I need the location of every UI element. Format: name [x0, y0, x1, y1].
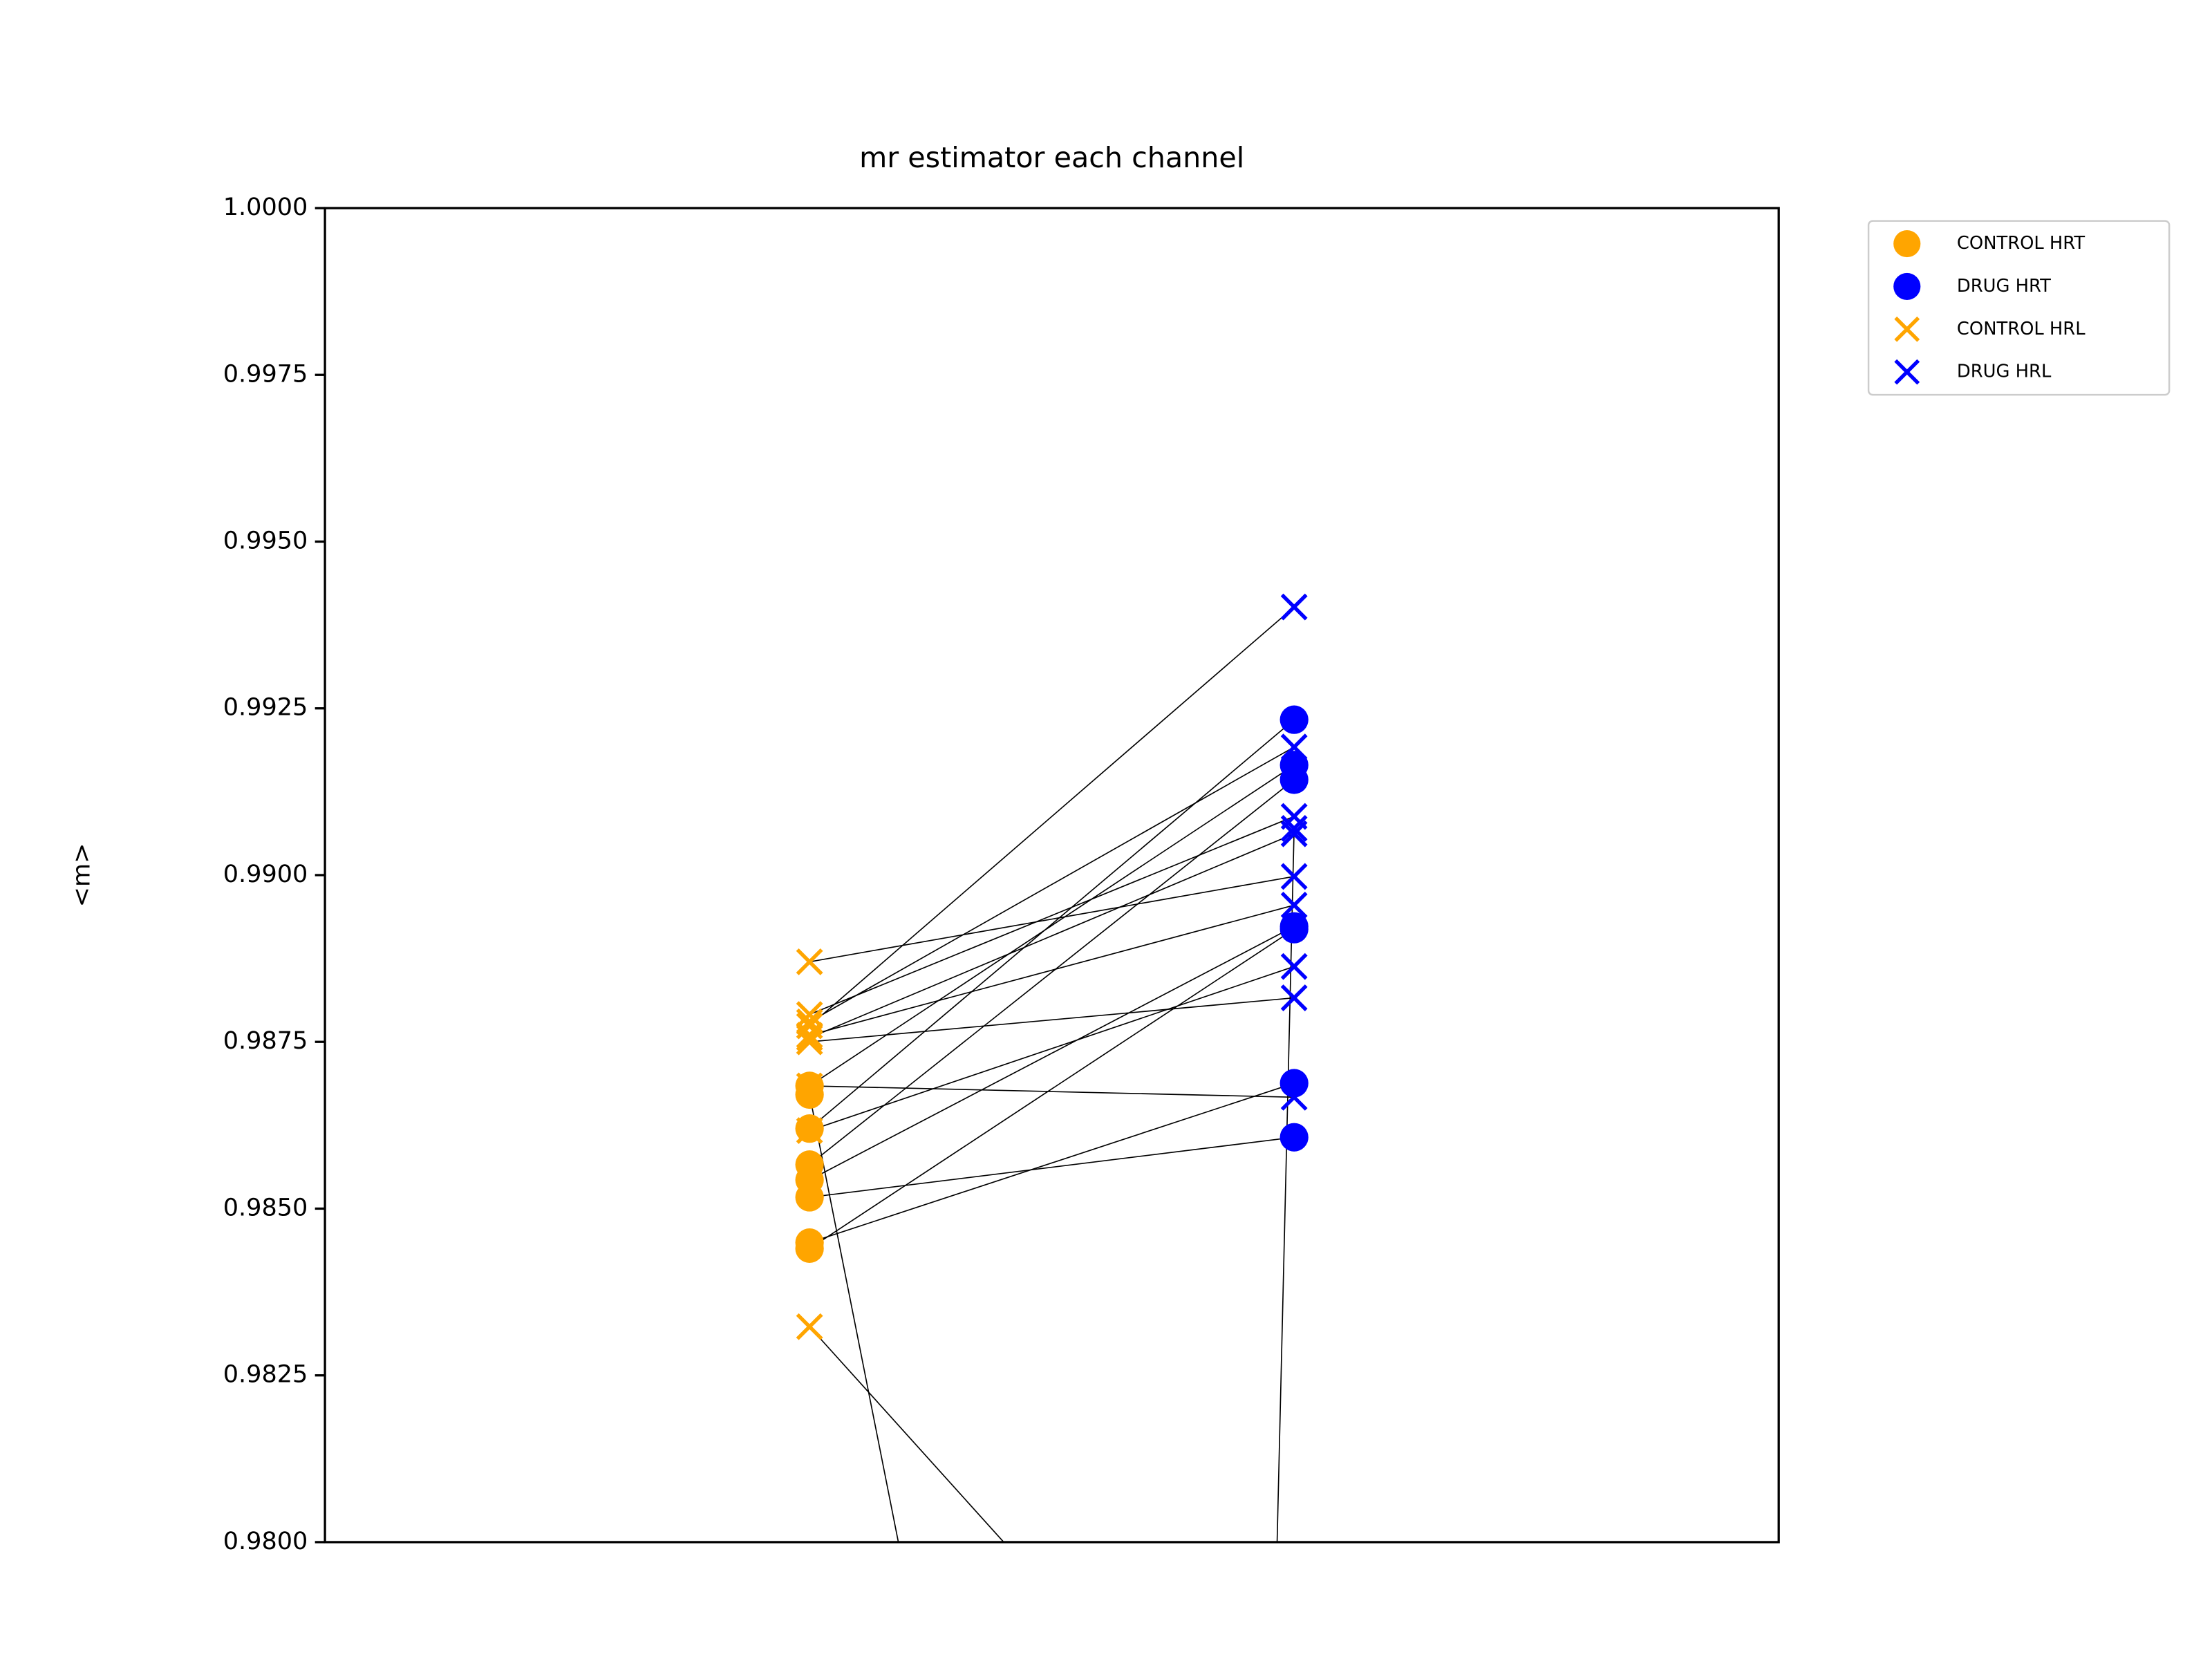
- chart-title: mr estimator each channel: [859, 141, 1244, 174]
- x-marker: [796, 1072, 823, 1100]
- x-marker: [1280, 733, 1308, 761]
- y-tick-label: 0.9925: [223, 693, 308, 722]
- pair-lines: [809, 606, 1295, 1542]
- x-marker: [1280, 1083, 1308, 1111]
- y-tick-label: 0.9875: [223, 1027, 308, 1055]
- pair-line: [809, 876, 1295, 963]
- legend-marker: [1894, 316, 1920, 342]
- legend-marker: [1893, 229, 1921, 258]
- legend-label: DRUG HRL: [1957, 362, 2052, 382]
- x-marker: [796, 1117, 823, 1144]
- x-marker: [1280, 891, 1308, 919]
- pair-line: [809, 1326, 1005, 1542]
- markers: [795, 593, 1309, 1340]
- x-marker: [796, 1001, 823, 1029]
- pair-line: [809, 997, 1295, 1043]
- legend-marker: [1894, 359, 1920, 385]
- pair-line: [809, 1082, 1295, 1244]
- x-marker: [796, 1022, 823, 1049]
- pair-line: [809, 833, 1295, 1039]
- y-axis-label: <m>: [68, 843, 96, 908]
- y-tick-label: 0.9800: [223, 1527, 308, 1555]
- pair-line: [809, 746, 1295, 1022]
- circle-marker: [795, 1183, 824, 1212]
- circle-marker: [1280, 915, 1309, 944]
- legend-frame: [1867, 220, 2171, 396]
- pair-line: [809, 928, 1295, 1250]
- pair-line: [809, 1094, 899, 1542]
- legend-marker: [1893, 272, 1921, 301]
- pair-line: [809, 719, 1295, 1130]
- circle-marker: [1280, 765, 1309, 794]
- y-axis: 0.9800 0.9825 0.9850 0.9875 0.9900 0.9925 0.99…: [223, 193, 326, 1555]
- x-marker: [1280, 953, 1308, 980]
- pair-line: [809, 966, 1295, 1132]
- pair-line: [809, 779, 1295, 1165]
- x-marker: [1280, 984, 1308, 1011]
- pair-line: [809, 926, 1295, 1181]
- legend-label: CONTROL HRL: [1957, 319, 2086, 339]
- y-tick-label: 0.9850: [223, 1193, 308, 1221]
- circle-marker: [795, 1080, 824, 1109]
- x-marker: [1280, 820, 1308, 847]
- x-marker: [1280, 815, 1308, 842]
- x-marker: [1280, 863, 1308, 890]
- x-marker: [1280, 593, 1308, 621]
- y-tick-label: 0.9825: [223, 1360, 308, 1389]
- circle-marker: [1280, 705, 1309, 734]
- y-tick-label: 1.0000: [223, 193, 308, 221]
- circle-marker: [1280, 1069, 1309, 1098]
- circle-marker: [1280, 1123, 1309, 1152]
- legend-label: CONTROL HRT: [1957, 233, 2085, 254]
- x-marker: [796, 948, 823, 975]
- pair-line: [809, 904, 1295, 1036]
- x-marker: [796, 1028, 823, 1056]
- pair-line: [809, 1085, 1295, 1098]
- x-marker: [796, 1008, 823, 1035]
- pair-line: [809, 765, 1295, 1087]
- pair-line: [809, 1136, 1295, 1198]
- x-marker: [796, 1313, 823, 1340]
- legend-label: DRUG HRT: [1957, 276, 2051, 297]
- circle-marker: [795, 1234, 824, 1263]
- pair-line: [809, 606, 1295, 1027]
- y-tick-label: 0.9975: [223, 359, 308, 388]
- legend: CONTROL HRT DRUG HRT CONTROL HRL DRUG HRL: [1867, 220, 2171, 396]
- y-tick-label: 0.9950: [223, 527, 308, 555]
- y-tick-label: 0.9900: [223, 860, 308, 888]
- pair-line: [809, 816, 1295, 1015]
